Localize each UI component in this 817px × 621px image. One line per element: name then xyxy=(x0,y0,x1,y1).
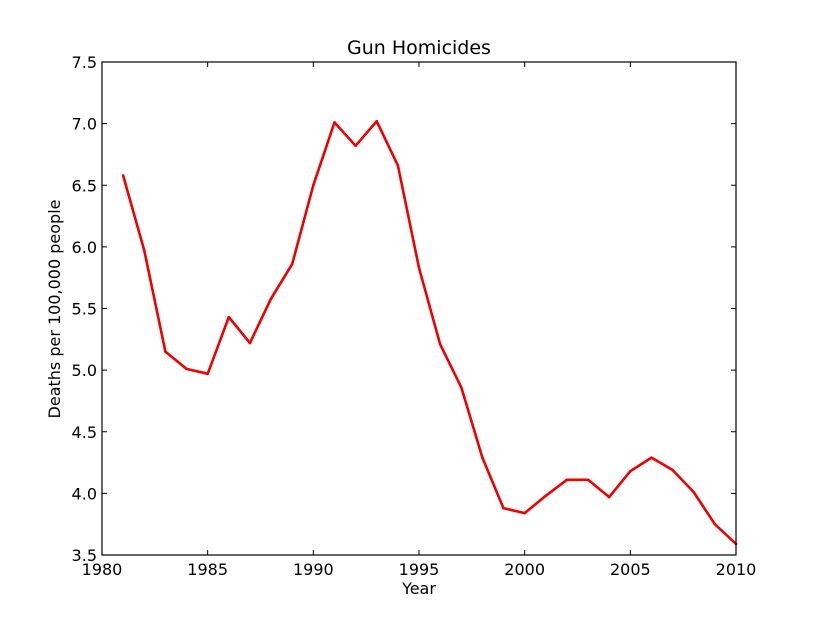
data-point xyxy=(459,386,463,389)
data-point xyxy=(586,478,590,482)
y-tick-label: 6.0 xyxy=(72,238,97,257)
data-point xyxy=(312,183,315,187)
data-point xyxy=(523,511,526,515)
y-tick-label: 7.5 xyxy=(72,53,97,72)
data-point xyxy=(142,249,146,252)
data-point xyxy=(544,494,548,498)
plot-frame xyxy=(101,61,737,556)
data-point xyxy=(269,297,273,300)
data-point xyxy=(417,266,421,270)
data-point xyxy=(290,262,294,266)
data-point xyxy=(227,315,231,319)
x-tick-label: 2010 xyxy=(716,560,757,579)
data-point xyxy=(481,456,484,459)
y-tick-label: 7.0 xyxy=(72,115,97,134)
x-tick-label: 1995 xyxy=(399,560,440,579)
x-tick-label: 2000 xyxy=(504,560,545,579)
data-point xyxy=(650,456,653,459)
data-point xyxy=(502,506,505,510)
data-point xyxy=(354,144,357,148)
data-point xyxy=(206,372,209,376)
y-tick-label: 5.0 xyxy=(72,361,97,380)
y-axis-label: Deaths per 100,000 people xyxy=(45,200,64,419)
data-point xyxy=(629,469,632,473)
data-point xyxy=(607,495,611,499)
x-tick-label: 1990 xyxy=(293,560,334,579)
data-point xyxy=(671,468,674,472)
data-point xyxy=(396,164,400,167)
data-point xyxy=(692,490,696,494)
data-point xyxy=(375,119,379,123)
y-tick-label: 4.5 xyxy=(72,423,97,442)
x-tick-label: 1980 xyxy=(82,560,123,579)
data-point xyxy=(565,478,569,482)
series-line xyxy=(121,119,737,545)
y-tick-label: 5.5 xyxy=(72,300,97,319)
data-point xyxy=(185,367,188,371)
data-point xyxy=(713,522,717,526)
data-point xyxy=(438,342,442,346)
x-tick-label: 1985 xyxy=(187,560,228,579)
data-point xyxy=(121,174,125,177)
y-tick-label: 6.5 xyxy=(72,176,97,195)
chart-title: Gun Homicides xyxy=(347,37,491,59)
y-tick-label: 3.5 xyxy=(72,546,97,565)
x-axis-label: Year xyxy=(401,579,436,598)
data-point xyxy=(248,341,252,345)
data-point xyxy=(164,350,167,353)
y-tick-label: 4.0 xyxy=(72,484,97,503)
data-point xyxy=(333,121,336,124)
x-tick-label: 2005 xyxy=(610,560,651,579)
